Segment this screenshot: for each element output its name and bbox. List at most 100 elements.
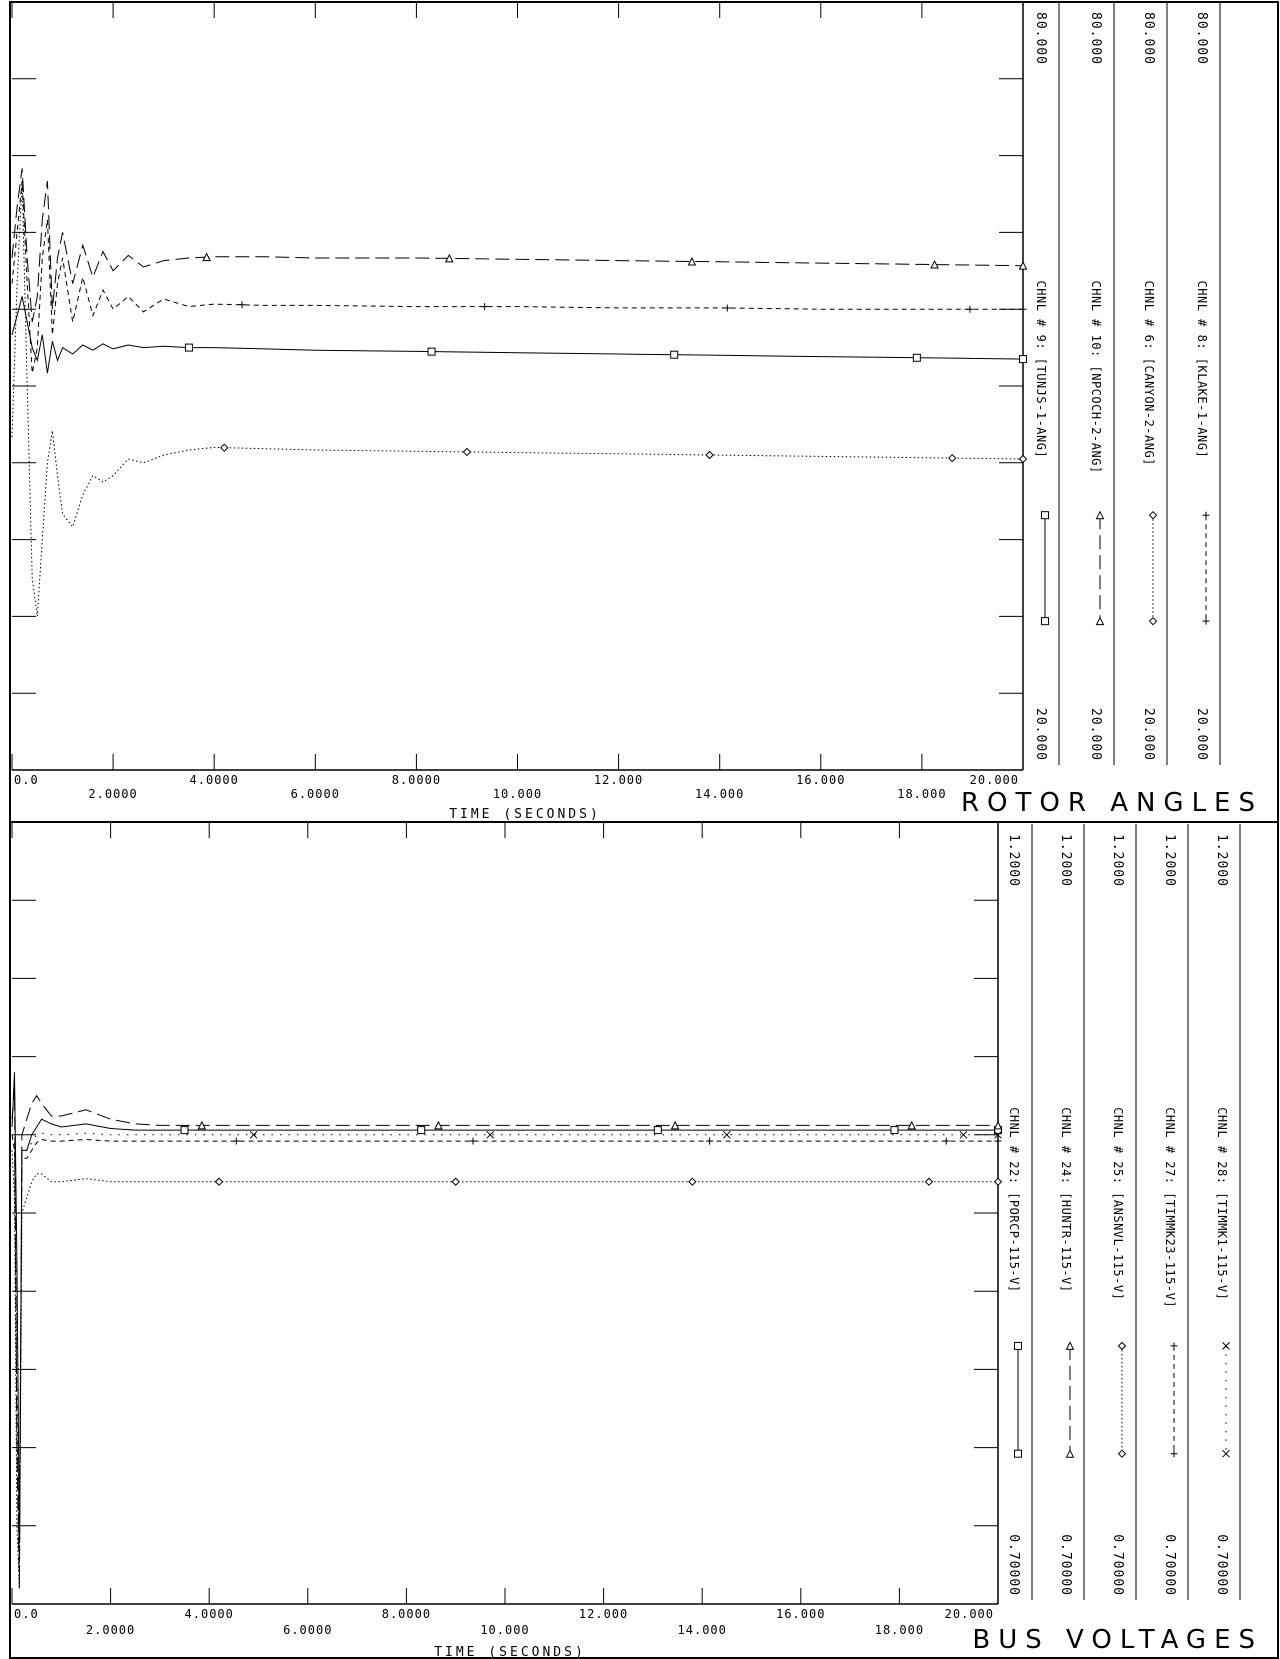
x-axis-ticks: 0.0 2.0000 4.0000 6.0000 8.0000 10.000 12.000 1… — [11, 822, 999, 1637]
series-line — [11, 1150, 998, 1589]
legend-series-name: CHNL # 10: [NPCOCH-2-ANG] — [1089, 281, 1103, 474]
series-marker — [1222, 1342, 1230, 1350]
x-tick-label: 20.000 — [970, 773, 1019, 787]
series-marker — [1148, 616, 1158, 626]
legend-series-name: CHNL # 8: [KLAKE-1-ANG] — [1195, 281, 1209, 459]
x-tick-label: 16.000 — [796, 773, 845, 787]
series-marker — [1202, 511, 1210, 519]
x-axis-title: TIME (SECONDS) — [434, 1645, 586, 1659]
series-line — [11, 1134, 998, 1573]
series-marker — [202, 252, 211, 262]
legend-series-name: CHNL # 27: [TIMMK23-115-V] — [1163, 1107, 1177, 1308]
legend-entry: 1.2000 CHNL # 22: [PORCP-115-V] 0.70000 — [1006, 824, 1033, 1600]
series-marker — [1170, 1450, 1178, 1458]
x-tick-label: 18.000 — [875, 1623, 924, 1637]
legend-entry: 80.000 CHNL # 9: [TUNJS-1-ANG] 20.000 — [1033, 2, 1060, 765]
series-marker — [434, 1120, 443, 1130]
legend-scale-max: 80.000 — [1194, 12, 1209, 65]
series-marker — [966, 305, 974, 313]
series-marker — [994, 1137, 1002, 1145]
legend-entry: 1.2000 CHNL # 24: [HUNTR-115-V] 0.70000 — [1058, 824, 1085, 1600]
series-marker — [1202, 617, 1210, 625]
series-marker — [1222, 1449, 1230, 1458]
legend-scale-max: 80.000 — [1033, 12, 1048, 65]
series-marker — [469, 1137, 477, 1145]
series-marker — [959, 1130, 968, 1139]
series-marker — [1018, 261, 1028, 270]
series-marker — [238, 301, 246, 309]
x-tick-label: 14.000 — [678, 1623, 727, 1637]
legend-scale-min: 0.70000 — [1058, 1534, 1073, 1596]
legend-entry: 80.000 CHNL # 8: [KLAKE-1-ANG] 20.000 — [1194, 2, 1221, 765]
series-marker — [924, 1177, 934, 1186]
x-tick-label: 16.000 — [776, 1607, 825, 1621]
series-marker — [1117, 1449, 1127, 1458]
series-marker — [912, 353, 921, 362]
series-marker — [705, 450, 714, 460]
x-tick-label: 12.000 — [594, 773, 643, 787]
series-marker — [930, 259, 939, 269]
legend-scale-max: 1.2000 — [1214, 834, 1229, 887]
x-tick-label: 0.0 — [14, 1607, 39, 1621]
series-line — [11, 1072, 998, 1542]
legend-scale-max: 1.2000 — [1006, 834, 1021, 887]
legend-entry: 1.2000 CHNL # 28: [TIMMK1-115-V] 0.70000 — [1214, 824, 1241, 1600]
x-tick-label: 10.000 — [493, 787, 542, 801]
series-marker — [994, 1130, 1002, 1139]
series-marker — [1095, 510, 1105, 520]
series-marker — [1117, 1341, 1127, 1351]
legend-scale-min: 0.70000 — [1214, 1534, 1229, 1596]
series-layer — [11, 1072, 1003, 1589]
series-marker — [214, 1177, 224, 1186]
series-marker — [451, 1177, 460, 1186]
legend-scale-min: 20.000 — [1141, 708, 1156, 761]
series-line — [11, 296, 1024, 374]
legend-scale-max: 1.2000 — [1110, 834, 1125, 887]
series-marker — [670, 350, 679, 359]
series-marker — [993, 1120, 1003, 1130]
series-marker — [687, 256, 697, 266]
series-marker — [481, 303, 489, 311]
series-marker — [417, 1126, 426, 1135]
x-tick-label: 6.0000 — [283, 1623, 332, 1637]
legend-entry: 80.000 CHNL # 10: [NPCOCH-2-ANG] 20.000 — [1088, 2, 1115, 765]
legend-scale-min: 0.70000 — [1110, 1534, 1125, 1596]
series-marker — [486, 1130, 495, 1139]
outer-frame — [9, 1, 1279, 823]
legend-scale-max: 80.000 — [1141, 12, 1156, 65]
rotor-angles-panel: 0.0 2.0000 4.0000 6.0000 8.0000 10.000 12.000 1… — [9, 1, 1279, 823]
legend-series-name: CHNL # 28: [TIMMK1-115-V] — [1215, 1107, 1229, 1300]
series-line — [11, 181, 1023, 374]
series-marker — [670, 1120, 680, 1130]
x-tick-label: 6.0000 — [291, 787, 340, 801]
series-marker — [1148, 510, 1158, 520]
legend-scale-min: 20.000 — [1194, 708, 1209, 761]
x-axis-ticks: 0.0 2.0000 4.0000 6.0000 8.0000 10.000 12.000 1… — [11, 2, 1024, 801]
y-axis-ticks — [12, 899, 998, 1527]
series-line — [11, 181, 1024, 617]
series-marker — [948, 453, 957, 463]
panel-title: ROTOR ANGLES — [961, 788, 1263, 818]
x-tick-label: 20.000 — [945, 1607, 994, 1621]
legend-series-name: CHNL # 6: [CANYON-2-ANG] — [1142, 281, 1156, 466]
series-marker — [722, 1130, 731, 1139]
legend-series-name: CHNL # 25: [ANSNVL-115-V] — [1111, 1107, 1125, 1300]
series-marker — [1095, 616, 1105, 626]
x-tick-label: 10.000 — [480, 1623, 529, 1637]
legend-scale-min: 0.70000 — [1006, 1534, 1021, 1596]
series-marker — [220, 443, 229, 452]
series-marker — [180, 1126, 189, 1135]
legend-scale-min: 20.000 — [1033, 708, 1048, 761]
series-marker — [890, 1126, 899, 1135]
legend-series-name: CHNL # 9: [TUNJS-1-ANG] — [1034, 281, 1048, 459]
bus-voltages-panel: 0.0 2.0000 4.0000 6.0000 8.0000 10.000 12.000 1… — [9, 821, 1279, 1659]
series-marker — [1014, 1341, 1022, 1350]
series-marker — [427, 347, 436, 356]
x-tick-label: 8.0000 — [382, 1607, 431, 1621]
series-marker — [1018, 454, 1028, 464]
series-marker — [232, 1137, 240, 1145]
series-marker — [444, 253, 454, 263]
series-marker — [184, 343, 193, 352]
legend-scale-min: 0.70000 — [1162, 1534, 1177, 1596]
